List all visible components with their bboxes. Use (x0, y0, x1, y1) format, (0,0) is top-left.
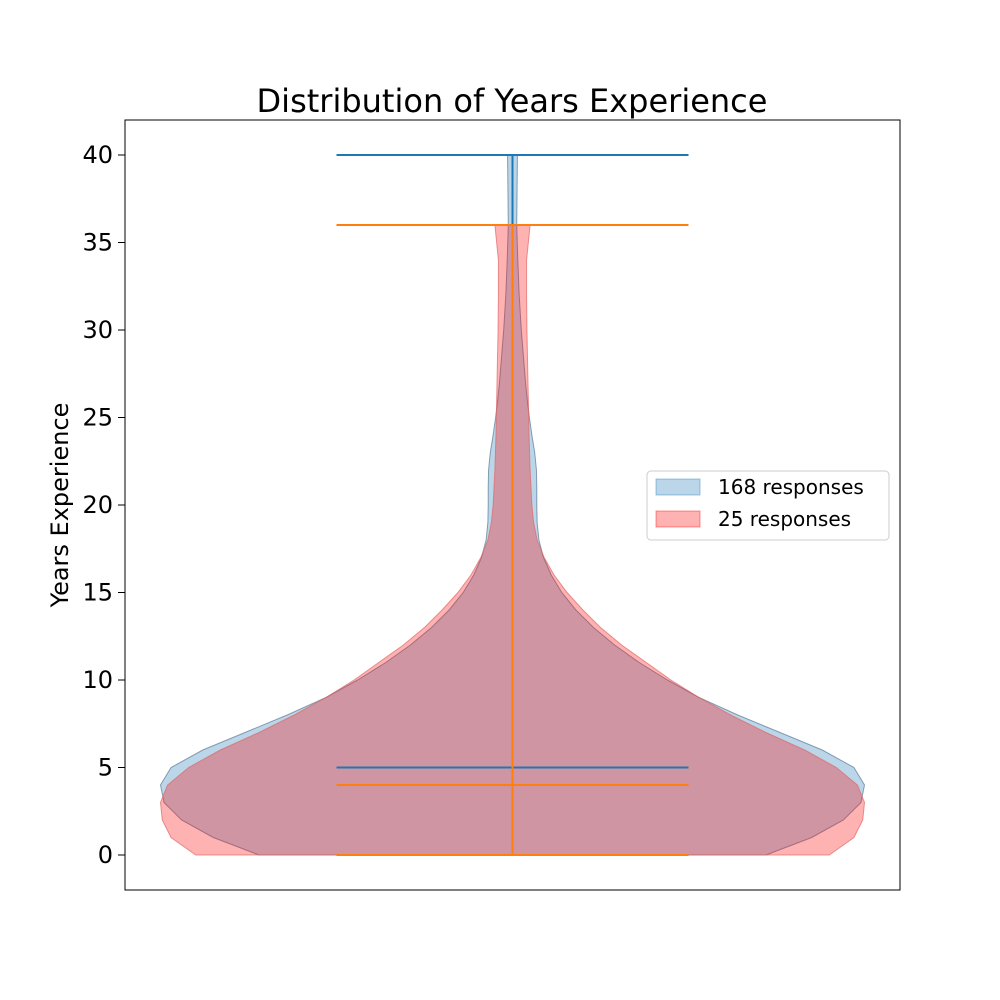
y-tick-label: 15 (82, 579, 113, 607)
legend-label-2: 25 responses (718, 507, 851, 531)
statistics-lines (336, 154, 689, 856)
legend-swatch-1 (655, 478, 701, 496)
legend-label-1: 168 responses (718, 475, 864, 499)
y-tick-label: 10 (82, 666, 113, 694)
y-axis: 0 5 10 15 20 25 30 35 40 (82, 141, 125, 869)
chart-title: Distribution of Years Experience (257, 82, 768, 120)
y-tick-label: 5 (98, 754, 113, 782)
y-tick-label: 35 (82, 229, 113, 257)
legend-box (646, 470, 890, 541)
y-tick-label: 30 (82, 316, 113, 344)
y-axis-label: Years Experience (46, 403, 74, 609)
y-tick-label: 0 (98, 841, 113, 869)
legend: 168 responses 25 responses (646, 470, 890, 541)
y-tick-label: 40 (82, 141, 113, 169)
y-tick-label: 20 (82, 491, 113, 519)
legend-swatch-2 (655, 510, 701, 528)
y-tick-label: 25 (82, 404, 113, 432)
